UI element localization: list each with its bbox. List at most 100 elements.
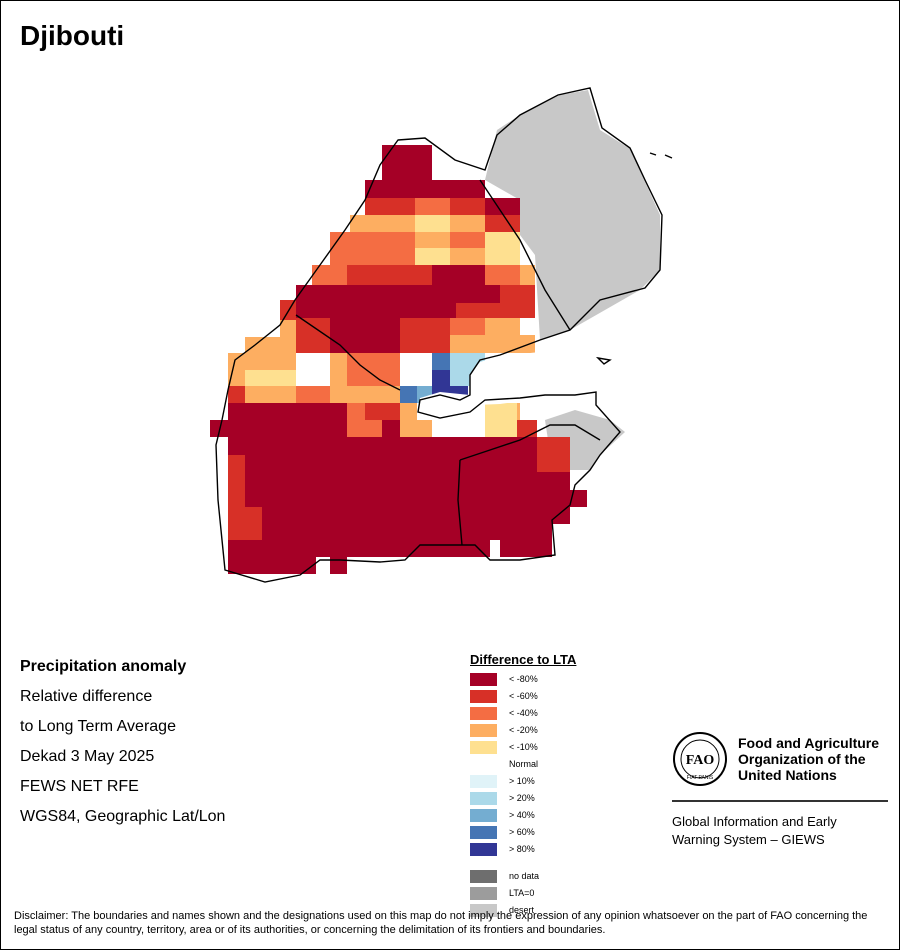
cell-below-80 <box>210 420 330 437</box>
fao-name: Food and Agriculture Organization of the… <box>738 735 879 783</box>
anomaly-cells <box>210 145 587 574</box>
cell-below-60 <box>365 403 400 420</box>
sea-gulf <box>420 352 600 437</box>
cell-below-40 <box>485 265 520 285</box>
cell-below-60 <box>500 285 535 318</box>
legend-swatch <box>470 707 497 720</box>
cell-normal <box>400 353 432 386</box>
giews-line: Global Information and Early <box>672 814 837 829</box>
cell-below-20 <box>245 337 296 353</box>
legend-item: desert <box>470 902 576 919</box>
map-title: Djibouti <box>20 20 125 51</box>
legend-label: > 10% <box>509 776 535 786</box>
legend-label: > 20% <box>509 793 535 803</box>
cell-below-20 <box>415 232 450 249</box>
legend-swatch <box>470 809 497 822</box>
country-border <box>215 87 663 583</box>
info-line: WGS84, Geographic Lat/Lon <box>20 808 226 825</box>
disclaimer: Disclaimer: The boundaries and names sho… <box>14 910 868 936</box>
cell-below-80 <box>330 420 347 437</box>
legend-items: < -80% < -60% < -40% < -20% < -10% Normal > 10… <box>470 671 576 858</box>
cell-below-60 <box>517 420 537 437</box>
region-boundary <box>457 459 463 546</box>
cell-below-40 <box>347 353 400 386</box>
info-line: Relative difference <box>20 688 153 705</box>
cell-below-40 <box>312 265 347 285</box>
cell-below-60 <box>228 386 245 403</box>
cell-below-40 <box>347 403 365 420</box>
giews-name: Global Information and Early Warning Sys… <box>672 813 888 849</box>
legend-item: no data <box>470 868 576 885</box>
map-info: Precipitation anomaly Relative differenc… <box>20 656 225 836</box>
region-boundary <box>479 179 571 331</box>
legend-label: < -40% <box>509 708 538 718</box>
legend-item: < -20% <box>470 722 576 739</box>
fao-logo-motto: FIAT PANIS <box>687 775 714 781</box>
legend-item: > 20% <box>470 790 576 807</box>
cell-below-60 <box>400 318 450 353</box>
cell-below-40 <box>450 318 485 335</box>
cell-below-20 <box>280 320 296 337</box>
fao-logo-text: FAO <box>686 753 715 768</box>
legend-label: > 40% <box>509 810 535 820</box>
cell-below-80 <box>330 318 400 353</box>
cell-below-20 <box>400 403 417 420</box>
anomaly-map <box>210 87 673 583</box>
cell-below-60 <box>365 198 415 215</box>
islets <box>595 152 673 365</box>
legend-label: < -10% <box>509 742 538 752</box>
cell-below-80 <box>228 437 537 455</box>
cell-below-80 <box>245 455 537 472</box>
legend-item: < -80% <box>470 671 576 688</box>
cell-below-20 <box>330 386 400 403</box>
legend-swatch <box>470 870 497 883</box>
divider <box>672 800 888 802</box>
cell-below-60 <box>347 265 432 285</box>
cell-below-40 <box>415 198 450 215</box>
info-line: FEWS NET RFE <box>20 778 139 795</box>
legend-label: > 60% <box>509 827 535 837</box>
legend-swatch <box>470 904 497 917</box>
cell-below-20 <box>400 420 432 437</box>
legend-item: > 10% <box>470 773 576 790</box>
cell-above-60 <box>400 386 417 403</box>
legend-label: < -20% <box>509 725 538 735</box>
legend-swatch <box>470 673 497 686</box>
legend-swatch <box>470 826 497 839</box>
legend-label: desert <box>509 905 535 915</box>
legend-label: < -80% <box>509 674 538 684</box>
legend-label: Normal <box>509 759 539 769</box>
cell-below-10 <box>415 248 450 265</box>
legend: Difference to LTA < -80% < -60% < -40% < -2… <box>470 652 576 919</box>
fao-logo-icon: FAO FIAT PANIS <box>673 732 727 786</box>
cell-below-60 <box>537 437 570 472</box>
legend-title: Difference to LTA <box>470 652 577 667</box>
cell-below-80 <box>228 557 316 574</box>
cell-below-80 <box>570 490 587 507</box>
cell-below-80 <box>296 303 456 318</box>
cell-below-20 <box>330 353 347 386</box>
cell-below-40 <box>347 420 382 437</box>
cell-below-80 <box>500 540 552 557</box>
cell-below-80 <box>365 180 485 200</box>
cell-above-60 <box>432 353 450 370</box>
cell-below-40 <box>296 386 330 403</box>
cell-below-80 <box>228 540 490 557</box>
cell-below-80 <box>245 490 570 507</box>
cell-below-80 <box>485 198 520 215</box>
cell-below-60 <box>485 215 520 232</box>
cell-below-10 <box>245 370 296 386</box>
cell-below-60 <box>450 198 485 215</box>
legend-item: > 80% <box>470 841 576 858</box>
region-boundary <box>459 424 601 461</box>
legend-swatch <box>470 887 497 900</box>
cell-below-20 <box>450 335 535 353</box>
legend-item: < -10% <box>470 739 576 756</box>
legend-label: no data <box>509 871 540 881</box>
legend-swatch <box>470 724 497 737</box>
cell-below-20 <box>228 353 296 370</box>
legend-swatch <box>470 690 497 703</box>
cell-below-80 <box>262 524 552 540</box>
cell-below-60 <box>228 455 245 507</box>
legend-item: LTA=0 <box>470 885 576 902</box>
